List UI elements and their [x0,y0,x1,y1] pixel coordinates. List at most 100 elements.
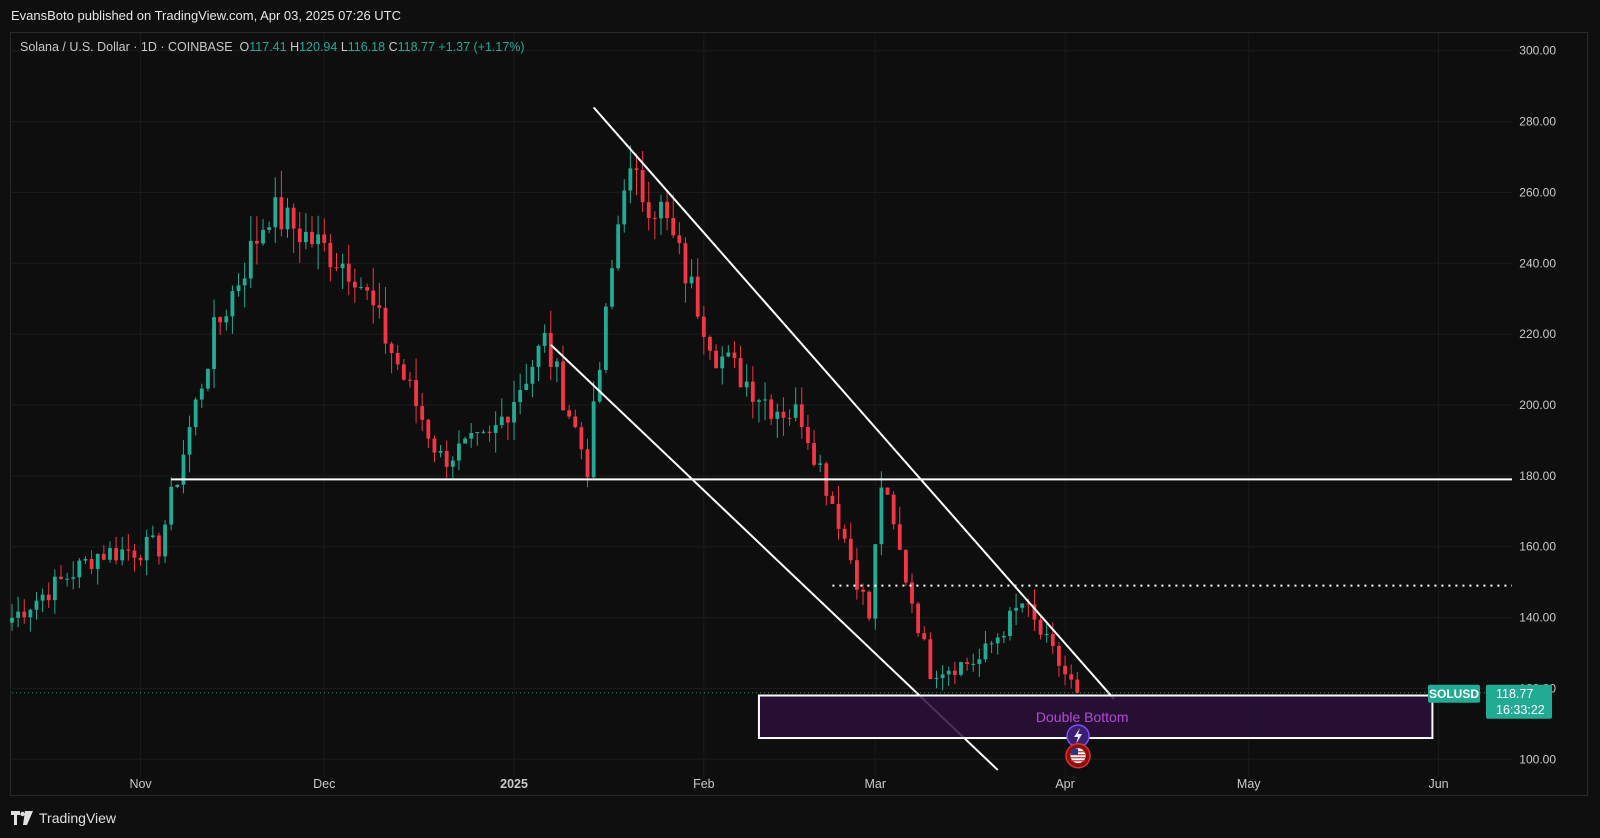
candle-body [671,217,676,236]
candle-body [597,369,602,402]
candle-body [561,361,565,411]
price-tag-symbol: SOLUSD [1429,687,1479,701]
lightning-glyph [1074,728,1083,745]
candle-body [359,287,363,289]
candle-body [983,643,988,660]
candle-body [16,611,21,618]
candle-body [891,494,896,525]
candle-body [310,231,314,245]
candle-body [873,544,878,619]
candle-body [1044,634,1049,636]
candle-body [273,197,278,228]
candle-body [10,617,14,623]
candle-body [781,411,786,418]
candle-body [71,577,76,579]
y-tick-label: 280.00 [1519,115,1556,129]
candle-body [432,438,437,453]
candle-body [903,549,908,583]
candle-body [383,307,388,344]
candle-body [224,316,229,323]
candle-body [267,227,272,230]
candle-body [585,449,590,478]
candle-body [695,276,700,317]
candle-body [414,380,418,407]
candle-body [408,379,412,381]
candle-body [291,207,296,229]
price-tag: SOLUSD 118.77 16:33:22 [1428,684,1552,719]
candle-body [652,217,657,219]
candle-body [830,495,835,504]
candle-body [426,419,431,439]
candle-body [199,388,204,400]
symbol-legend: Solana / U.S. Dollar · 1D · COINBASE O11… [20,40,525,54]
candle-body [744,381,749,388]
candle-body [701,316,706,337]
candle-body [683,243,688,284]
price-tag-countdown: 16:33:22 [1496,703,1545,717]
candle-body [346,263,351,282]
candle-body [303,231,308,243]
candle-body [965,662,969,664]
candle-body [885,487,890,495]
candle-body [40,594,45,601]
x-tick-label: 2025 [500,777,528,791]
candle-body [506,416,510,423]
candle-body [806,427,810,444]
candle-body [77,560,82,578]
candle-body [842,528,847,539]
x-tick-label: Nov [129,777,152,791]
candle-body [995,637,1000,644]
open-label: O [239,40,250,54]
candle-body [255,240,259,244]
open-value: 117.41 [249,40,287,54]
candle-body [285,207,290,230]
candle-body [567,410,572,417]
candle-body [1020,603,1025,608]
chart-pane[interactable] [10,32,1588,796]
candle-body [52,576,57,601]
candle-body [469,433,474,439]
candle-body [475,432,480,434]
candle-body [769,399,774,419]
candle-body [916,603,921,634]
candle-body [763,399,767,401]
candle-body [775,411,780,419]
candle-body [46,594,51,601]
candle-body [628,168,633,191]
candle-body [181,454,186,485]
candle-body [450,460,455,467]
candle-body [65,578,69,580]
candle-body [59,576,63,579]
candle-body [1038,619,1043,635]
y-tick-label: 200.00 [1519,398,1556,412]
candle-body [512,402,516,423]
close-label: C [388,40,398,54]
candle-body [493,425,498,433]
candle-body [579,427,584,450]
candle-body [1075,679,1080,693]
candle-body [897,524,902,550]
candle-body [738,358,743,388]
candle-body [22,611,27,618]
candle-body [573,416,578,428]
candle-body [401,364,406,380]
candle-body [248,240,253,279]
candle-body [365,287,369,291]
symbol-title: Solana / U.S. Dollar · 1D · COINBASE [20,40,233,54]
candle-body [89,559,94,569]
us-flag-event-icon [1065,742,1091,769]
candle-body [163,524,167,557]
candle-body [297,228,302,243]
candle-body [463,438,467,444]
candle-body [946,670,951,675]
candle-body [457,443,461,461]
candle-body [787,417,792,419]
candle-body [879,487,884,545]
candle-body [242,278,247,286]
y-tick-label: 220.00 [1519,327,1556,341]
candle-body [977,659,982,664]
footer-brand[interactable]: TradingView [11,810,116,826]
channel-upper-trendline [592,106,1115,700]
candle-body [114,548,118,561]
